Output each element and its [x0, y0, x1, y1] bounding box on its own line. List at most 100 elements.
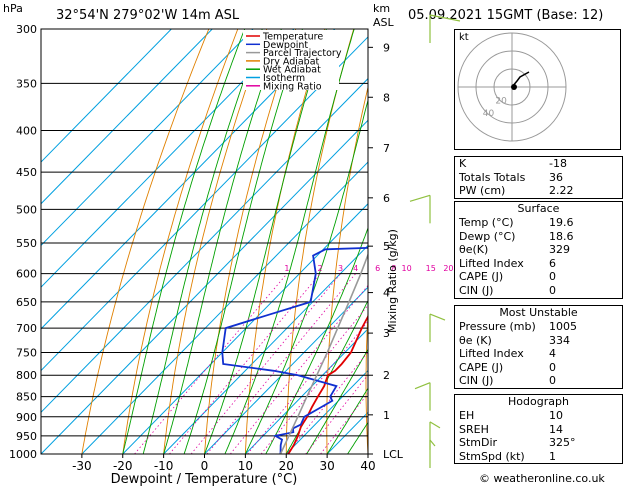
dry-adiabat-line — [81, 29, 210, 454]
index-value: 18.6 — [549, 229, 574, 243]
index-row: CIN (J) 0 — [455, 284, 622, 298]
height-tick-label: 3 — [383, 327, 390, 340]
pressure-tick-label: 800 — [16, 369, 37, 382]
surface-box: Surface Temp (°C) 19.6 Dewp (°C) 18.6 θe(K) 32… — [454, 201, 623, 299]
mixing-ratio-label: 3 — [338, 264, 343, 273]
wind-barb-flag — [429, 421, 441, 429]
index-row: StmDir 325° — [455, 436, 622, 450]
temperature-tick-label: 40 — [360, 459, 375, 473]
temperature-profile — [287, 314, 368, 454]
hodograph-indices-box: Hodograph EH 10 SREH 14 StmDir 325° StmSpd (kt)… — [454, 394, 623, 465]
wet-adiabat-line — [163, 29, 282, 454]
height-tick-label: 6 — [383, 192, 390, 205]
index-label: StmSpd (kt) — [459, 449, 525, 463]
index-row: StmSpd (kt) 1 — [455, 450, 622, 464]
index-label: θe (K) — [459, 333, 492, 347]
index-row: Temp (°C) 19.6 — [455, 216, 622, 230]
isotherm-line — [81, 161, 368, 454]
dry-adiabat-line — [163, 29, 268, 454]
legend-item-label: Dry Adiabat — [263, 56, 320, 67]
index-row: CAPE (J) 0 — [455, 361, 622, 375]
index-label: StmDir — [459, 436, 498, 450]
temperature-tick-label: -20 — [113, 459, 133, 473]
section-title: Hodograph — [508, 395, 569, 408]
index-row: PW (cm) 2.22 — [455, 184, 622, 198]
wind-barb-flag — [429, 439, 436, 447]
pressure-tick-label: 750 — [16, 346, 37, 359]
index-value: 10 — [549, 409, 563, 422]
mixing-ratio-label: 6 — [375, 264, 380, 273]
temperature-tick-label: -10 — [154, 459, 174, 473]
index-label: Lifted Index — [459, 256, 524, 270]
index-row: θe (K) 334 — [455, 334, 622, 348]
index-value: 329 — [549, 243, 570, 257]
isotherm-line — [41, 77, 368, 414]
index-label: CAPE (J) — [459, 360, 504, 374]
isotherm-line — [204, 286, 368, 454]
isotherm-line — [41, 119, 368, 454]
pressure-tick-label: 1000 — [9, 448, 37, 461]
index-value: 36 — [549, 170, 563, 184]
mixing-ratio-line — [229, 284, 368, 454]
mixing-ratio-label: 20 — [443, 264, 453, 273]
legend-item-label: Isotherm — [263, 73, 305, 84]
index-row: Lifted Index 4 — [455, 347, 622, 361]
mixing-ratio-line — [247, 304, 368, 454]
index-label: θe(K) — [459, 243, 489, 257]
x-axis-label: Dewpoint / Temperature (°C) — [111, 472, 298, 486]
index-label: CIN (J) — [459, 374, 494, 388]
height-tick-label: 7 — [383, 142, 390, 155]
temperature-tick-label: 0 — [201, 459, 209, 473]
location-title: 32°54'N 279°02'W 14m ASL — [56, 8, 240, 23]
isotherm-line — [285, 369, 368, 454]
index-row: Totals Totals 36 — [455, 171, 622, 185]
credit-label: © weatheronline.co.uk — [479, 472, 605, 485]
dry-adiabat-line — [365, 305, 368, 454]
index-label: K — [459, 157, 467, 170]
unit-asl-label: ASL — [373, 16, 394, 29]
index-row: EH 10 — [455, 409, 622, 423]
hodograph-ring-label: 40 — [483, 109, 495, 119]
isotherm-line — [41, 29, 213, 205]
isotherm-line — [41, 36, 368, 372]
mixing-ratio-line — [286, 351, 368, 454]
height-tick-label: 2 — [383, 369, 390, 382]
height-tick-label: 9 — [383, 41, 390, 54]
dry-adiabat-line — [122, 29, 239, 454]
dry-adiabat-line — [285, 29, 355, 454]
index-row: CAPE (J) 0 — [455, 270, 622, 284]
index-row: θe(K) 329 — [455, 243, 622, 257]
pressure-tick-label: 500 — [16, 203, 37, 216]
temperature-tick-label: 20 — [279, 459, 294, 473]
index-label: Pressure (mb) — [459, 320, 536, 333]
index-label: CAPE (J) — [459, 270, 504, 284]
index-row: Dewp (°C) 18.6 — [455, 230, 622, 244]
storm-motion-marker — [511, 84, 517, 90]
mixing-ratio-line — [190, 273, 341, 454]
pressure-tick-label: 300 — [16, 23, 37, 36]
index-label: CIN (J) — [459, 283, 494, 297]
index-label: Temp (°C) — [459, 216, 514, 229]
index-row: K -18 — [455, 157, 622, 171]
isotherm-line — [163, 244, 368, 454]
height-tick-label: 8 — [383, 91, 390, 104]
mixing-ratio-label: 8 — [391, 264, 396, 273]
isotherm-line — [245, 328, 368, 454]
pressure-tick-label: 650 — [16, 296, 37, 309]
hodograph-unit-label: kt — [459, 32, 469, 43]
plot-frame — [40, 28, 369, 455]
index-value: 4 — [549, 347, 556, 361]
basic-indices-box: K -18 Totals Totals 36 PW (cm) 2.22 — [454, 156, 623, 199]
index-value: 1 — [549, 449, 556, 463]
dry-adiabat-line — [404, 29, 441, 454]
pressure-tick-label: 700 — [16, 322, 37, 335]
index-label: EH — [459, 409, 475, 422]
temperature-tick-label: 30 — [319, 459, 334, 473]
legend-item-label: Parcel Trajectory — [263, 48, 342, 59]
index-row: CIN (J) 0 — [455, 374, 622, 388]
height-tick-label: 5 — [383, 240, 390, 253]
wet-adiabat-line — [326, 387, 368, 454]
index-row: Lifted Index 6 — [455, 257, 622, 271]
wet-adiabat-line — [306, 348, 368, 454]
